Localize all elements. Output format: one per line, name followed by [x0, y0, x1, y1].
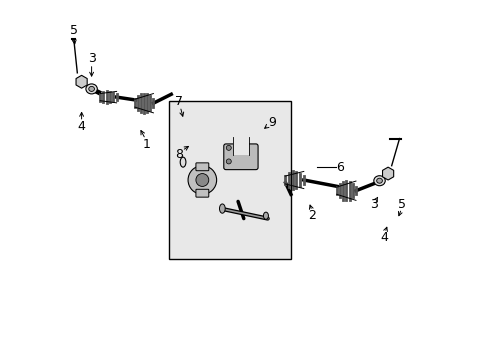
Ellipse shape — [86, 84, 97, 94]
Polygon shape — [382, 167, 393, 180]
Text: 4: 4 — [78, 120, 85, 133]
Circle shape — [226, 145, 231, 150]
Circle shape — [188, 166, 216, 194]
FancyBboxPatch shape — [196, 189, 208, 197]
Ellipse shape — [263, 212, 268, 219]
Text: 9: 9 — [268, 116, 276, 129]
Text: 8: 8 — [175, 148, 183, 161]
Text: 3: 3 — [87, 52, 95, 65]
Ellipse shape — [376, 178, 382, 183]
Text: 1: 1 — [142, 138, 150, 151]
Text: 4: 4 — [379, 231, 387, 244]
Bar — [169, 102, 290, 258]
Text: 6: 6 — [336, 161, 344, 174]
Text: 2: 2 — [308, 209, 316, 222]
FancyBboxPatch shape — [196, 163, 208, 171]
Circle shape — [226, 159, 231, 164]
Ellipse shape — [180, 157, 185, 167]
Text: 5: 5 — [398, 198, 406, 211]
Bar — [233, 135, 248, 155]
Text: 5: 5 — [70, 24, 78, 37]
FancyBboxPatch shape — [224, 144, 258, 170]
Text: 7: 7 — [175, 95, 183, 108]
Ellipse shape — [373, 176, 385, 186]
Ellipse shape — [88, 86, 94, 91]
Circle shape — [196, 174, 208, 186]
Polygon shape — [76, 75, 87, 88]
Ellipse shape — [219, 204, 225, 213]
Text: 3: 3 — [369, 198, 377, 211]
